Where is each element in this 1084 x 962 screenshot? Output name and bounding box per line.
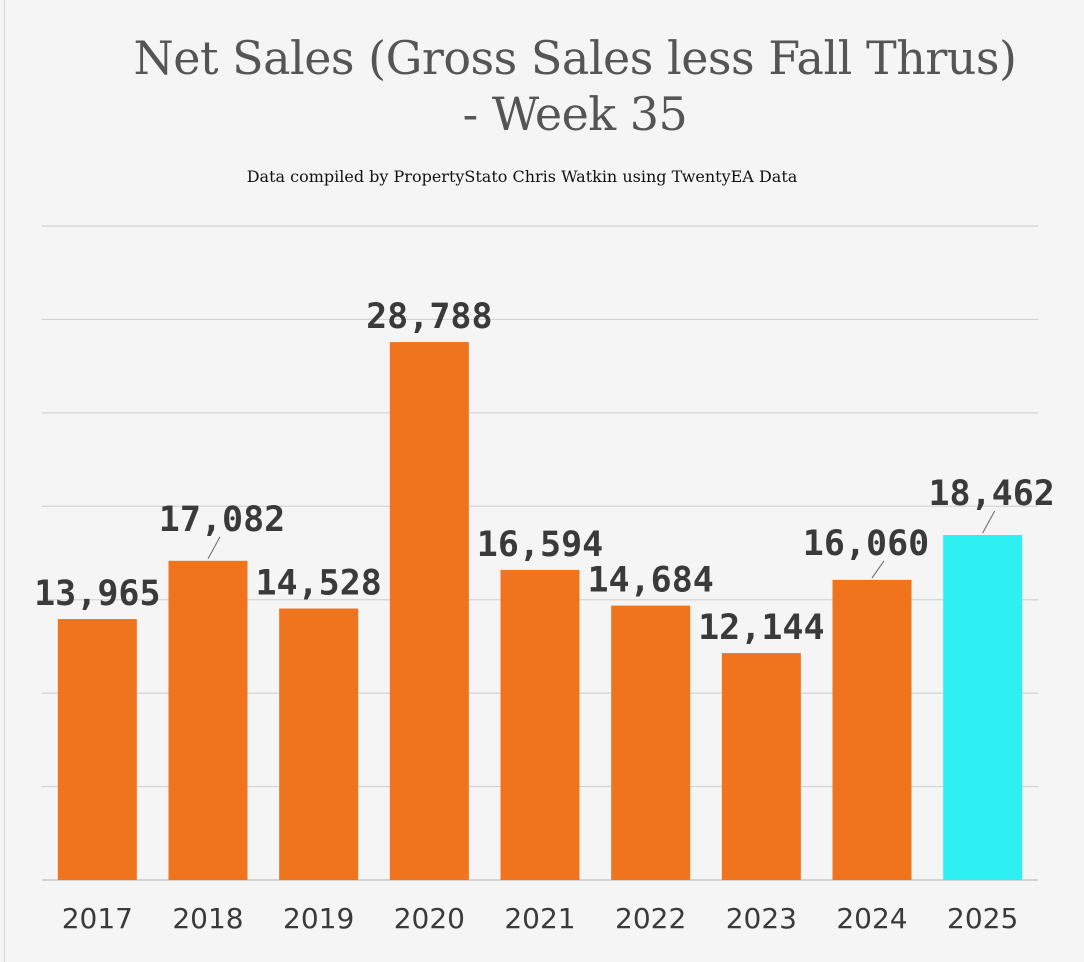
x-tick-label-2019: 2019: [283, 902, 354, 935]
value-label-2021: 16,594: [477, 525, 603, 565]
x-tick-label-2023: 2023: [726, 902, 797, 935]
value-label-2024: 16,060: [803, 524, 929, 564]
bar-2025: [943, 535, 1023, 880]
value-label-2018: 17,082: [159, 500, 285, 540]
value-label-2022: 14,684: [587, 561, 713, 601]
leader-line: [871, 560, 885, 579]
value-label-2023: 12,144: [698, 608, 824, 648]
bar-2019: [279, 608, 359, 880]
x-tick-label-2018: 2018: [172, 902, 243, 935]
left-border-line: [4, 0, 5, 962]
chart-subtitle: Data compiled by PropertyStato Chris Wat…: [246, 167, 798, 186]
bar-2023: [721, 653, 801, 880]
bar-2022: [611, 605, 691, 880]
leader-line: [207, 536, 221, 560]
chart-title: Net Sales (Gross Sales less Fall Thrus) …: [100, 30, 1050, 142]
chart-title-line-2: - Week 35: [462, 87, 688, 141]
bar-2020: [389, 342, 469, 880]
value-label-2025: 18,462: [928, 474, 1054, 514]
value-label-2017: 13,965: [34, 574, 160, 614]
x-tick-label-2025: 2025: [947, 902, 1018, 935]
leader-line: [982, 510, 996, 534]
x-tick-label-2020: 2020: [394, 902, 465, 935]
x-tick-label-2017: 2017: [62, 902, 133, 935]
value-label-2020: 28,788: [366, 297, 492, 337]
bar-2018: [168, 560, 248, 880]
bar-2017: [57, 619, 137, 880]
chart-title-line-1: Net Sales (Gross Sales less Fall Thrus): [133, 31, 1017, 85]
bar-2024: [832, 579, 912, 880]
x-tick-label-2022: 2022: [615, 902, 686, 935]
bar-2021: [500, 569, 580, 880]
value-label-2019: 14,528: [255, 564, 381, 604]
x-tick-label-2021: 2021: [504, 902, 575, 935]
x-tick-label-2024: 2024: [836, 902, 907, 935]
